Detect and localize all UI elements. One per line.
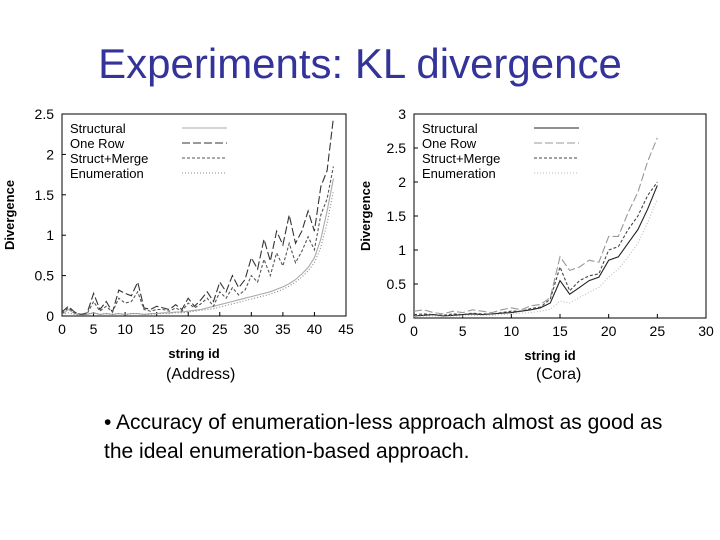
x-axis-label: string id: [168, 346, 219, 361]
y-tick-label: 1.5: [387, 208, 407, 224]
series-line-one-row: [413, 137, 658, 315]
x-tick-label: 0: [58, 321, 66, 337]
legend-label: Structural: [70, 121, 126, 136]
y-axis-label: Divergence: [2, 180, 17, 250]
x-tick-label: 5: [90, 321, 98, 337]
bullet-text: • Accuracy of enumeration-less approach …: [104, 411, 663, 463]
caption-address: (Address): [166, 366, 236, 383]
x-tick-label: 20: [601, 323, 617, 339]
y-tick-label: 1: [398, 242, 406, 258]
chart-cora: 0 5 10 15 20 25 30 0 0.5 1 1.5 2 2.5 3 string id Diverg…: [358, 106, 714, 363]
y-tick-label: 2: [46, 146, 54, 162]
y-tick-label: 0.5: [35, 268, 55, 284]
series-line-structural: [61, 178, 334, 315]
legend-label: Struct+Merge: [70, 151, 148, 166]
x-tick-label: 5: [459, 323, 467, 339]
legend-label: One Row: [70, 136, 125, 151]
x-tick-label: 15: [552, 323, 568, 339]
legend-label: One Row: [422, 136, 477, 151]
x-tick-label: 35: [275, 321, 291, 337]
x-tick-label: 30: [698, 323, 714, 339]
legend-label: Enumeration: [422, 166, 496, 181]
x-axis-label: string id: [524, 348, 575, 363]
y-tick-label: 0: [398, 310, 406, 326]
x-tick-label: 10: [117, 321, 133, 337]
x-tick-label: 25: [212, 321, 228, 337]
chart-address: 0 5 10 15 20 25 30 35 40 45 0 0.5 1 1.5 2 2.5 string id D…: [2, 106, 354, 361]
x-tick-label: 20: [180, 321, 196, 337]
y-tick-label: 2: [398, 174, 406, 190]
x-tick-label: 10: [504, 323, 520, 339]
caption-cora: (Cora): [536, 366, 582, 383]
y-tick-label: 1: [46, 227, 54, 243]
y-tick-label: 2.5: [387, 140, 407, 156]
y-tick-label: 0: [46, 308, 54, 324]
y-axis-label: Divergence: [358, 181, 373, 251]
legend-label: Struct+Merge: [422, 151, 500, 166]
slide-title: Experiments: KL divergence: [98, 40, 622, 87]
legend-label: Enumeration: [70, 166, 144, 181]
x-tick-label: 40: [307, 321, 323, 337]
series-line-struct-merge: [61, 166, 334, 315]
y-tick-label: 1.5: [35, 187, 55, 203]
series-line-structural: [413, 185, 658, 317]
series-line-one-row: [61, 117, 334, 315]
y-tick-label: 3: [398, 106, 406, 122]
series-line-struct-merge: [413, 181, 658, 316]
y-tick-label: 2.5: [35, 106, 55, 122]
x-tick-label: 0: [410, 323, 418, 339]
series-line-enumeration: [413, 198, 658, 318]
x-tick-label: 30: [244, 321, 260, 337]
series-line-enumeration: [61, 190, 334, 316]
x-tick-label: 25: [650, 323, 666, 339]
y-tick-label: 0.5: [387, 276, 407, 292]
plot-frame: [61, 113, 347, 317]
legend-label: Structural: [422, 121, 478, 136]
x-tick-label: 15: [149, 321, 165, 337]
x-tick-label: 45: [338, 321, 354, 337]
